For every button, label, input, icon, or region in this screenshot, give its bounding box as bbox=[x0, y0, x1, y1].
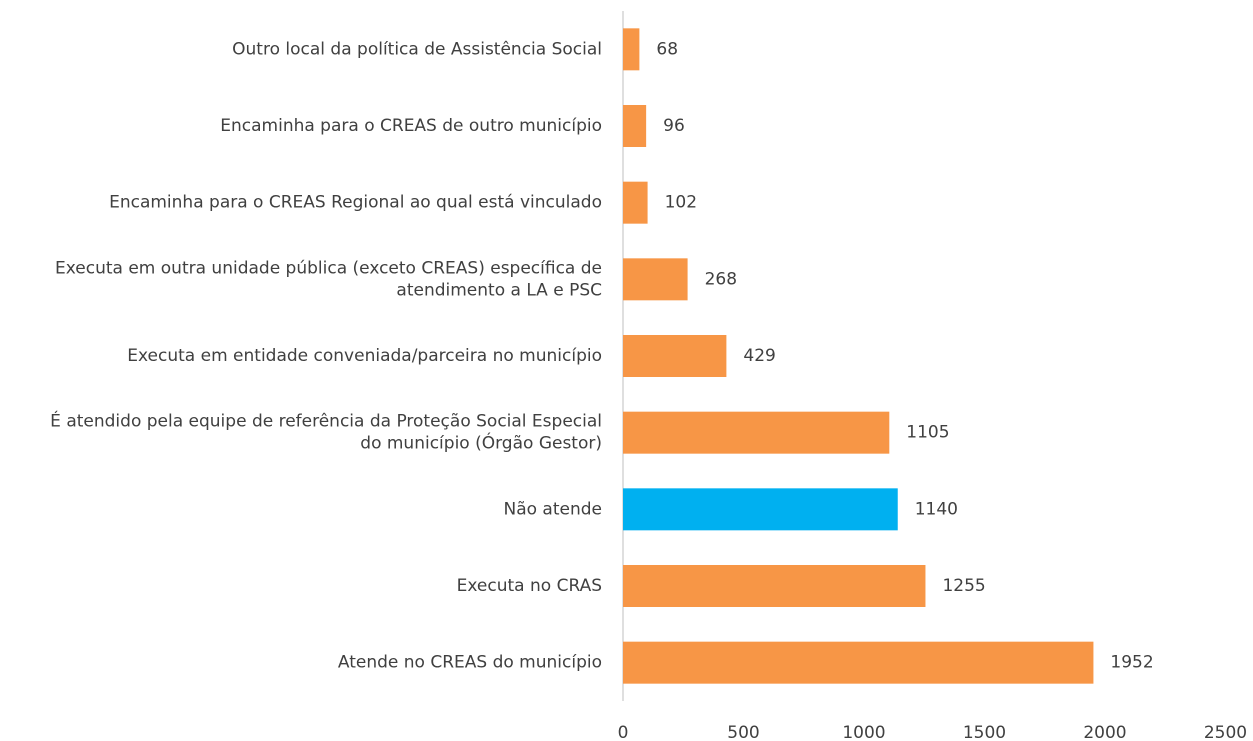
data-label: 1255 bbox=[942, 576, 985, 596]
bar bbox=[623, 28, 640, 71]
bar bbox=[623, 105, 647, 147]
x-tick-label: 1500 bbox=[963, 723, 1006, 741]
x-tick-label: 1000 bbox=[842, 723, 885, 741]
data-label: 1105 bbox=[906, 423, 949, 443]
y-tick-label: Não atende bbox=[503, 499, 602, 519]
data-label: 1952 bbox=[1110, 653, 1153, 673]
bar bbox=[623, 335, 727, 377]
y-tick-label: Encaminha para o CREAS Regional ao qual … bbox=[109, 193, 602, 213]
bar bbox=[623, 411, 890, 454]
data-label: 96 bbox=[663, 116, 685, 136]
data-label: 1140 bbox=[915, 499, 958, 519]
x-tick-label: 2000 bbox=[1083, 723, 1126, 741]
bar bbox=[623, 641, 1094, 684]
data-label: 68 bbox=[656, 39, 678, 59]
y-tick-label: Executa em entidade conveniada/parceira … bbox=[127, 346, 602, 366]
y-tick-label: Executa no CRAS bbox=[457, 576, 602, 596]
y-tick-label: Outro local da política de Assistência S… bbox=[232, 39, 602, 59]
x-tick-label: 2500 bbox=[1204, 723, 1247, 741]
data-label: 429 bbox=[743, 346, 775, 366]
y-tick-label: Atende no CREAS do município bbox=[338, 653, 602, 673]
bar bbox=[623, 488, 898, 531]
data-label: 268 bbox=[705, 269, 737, 289]
x-tick-label: 0 bbox=[618, 723, 629, 741]
bar bbox=[623, 181, 648, 224]
y-tick-label: É atendido pela equipe de referência da … bbox=[50, 410, 602, 454]
bar bbox=[623, 565, 926, 607]
x-tick-label: 500 bbox=[727, 723, 759, 741]
y-tick-label: Executa em outra unidade pública (exceto… bbox=[55, 258, 602, 300]
bar bbox=[623, 258, 688, 301]
data-label: 102 bbox=[665, 193, 697, 213]
y-tick-label: Encaminha para o CREAS de outro municípi… bbox=[220, 116, 602, 136]
